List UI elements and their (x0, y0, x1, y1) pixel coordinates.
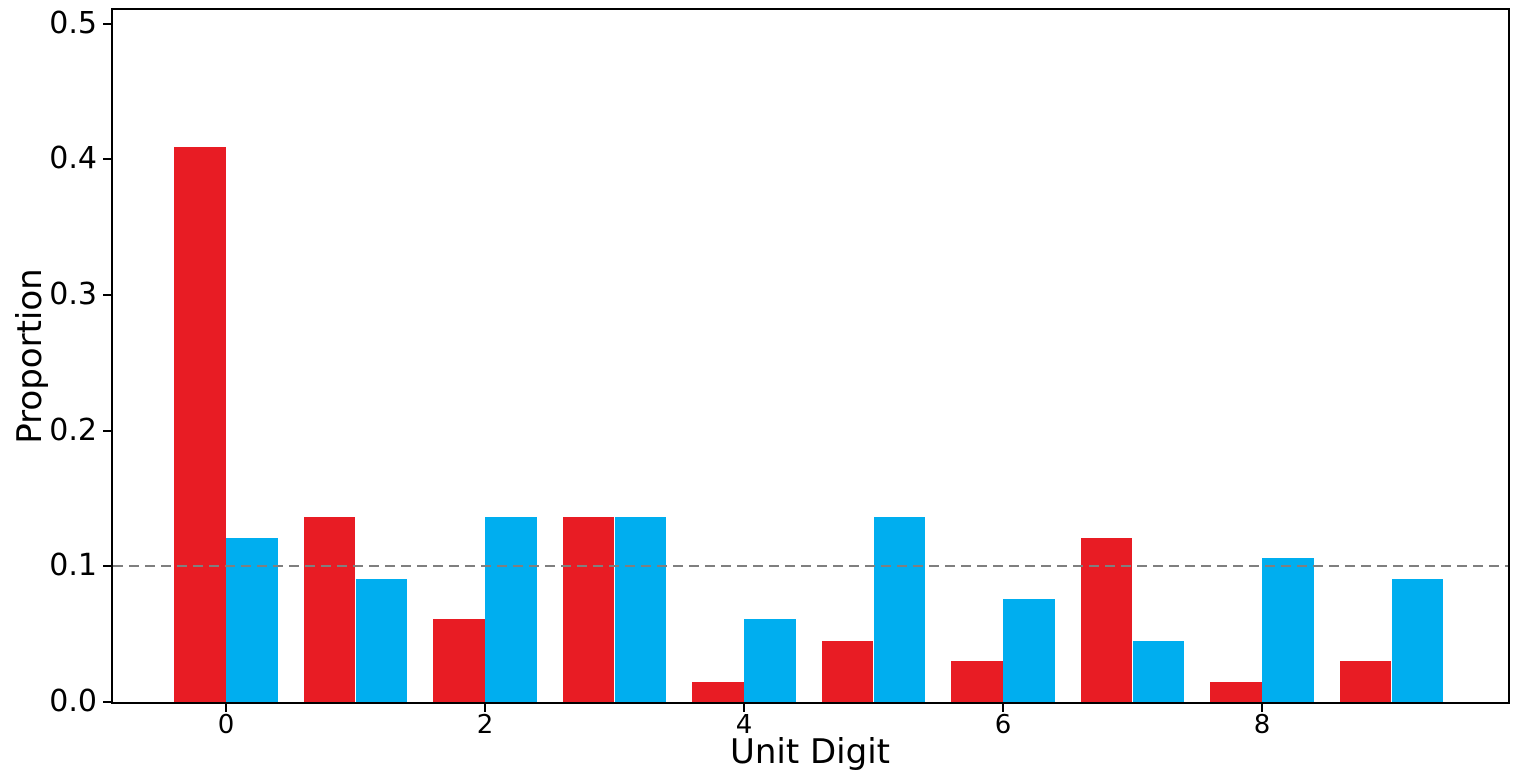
y-tick-mark-0.2 (103, 429, 111, 432)
bar-blue-digit-5 (873, 517, 926, 702)
reference-line (113, 565, 1508, 568)
bar-blue-digit-6 (1003, 598, 1055, 702)
bar-red-digit-3 (562, 517, 615, 702)
bar-red-digit-8 (1210, 681, 1262, 702)
bar-blue-digit-8 (1262, 558, 1314, 702)
x-tick-mark-0 (225, 704, 227, 712)
y-tick-mark-0.5 (103, 22, 111, 25)
bar-red-digit-1 (303, 517, 356, 702)
bar-blue-digit-4 (744, 619, 796, 702)
x-tick-label-6: 6 (994, 710, 1012, 740)
x-tick-label-0: 0 (217, 710, 235, 740)
bar-blue-digit-9 (1391, 578, 1444, 702)
x-tick-label-2: 2 (476, 710, 494, 740)
bar-red-digit-9 (1339, 661, 1392, 702)
bar-blue-digit-2 (485, 517, 537, 702)
bar-red-digit-4 (692, 681, 744, 702)
y-tick-mark-0.3 (103, 293, 111, 296)
x-tick-mark-2 (484, 704, 486, 712)
y-tick-mark-0.0 (103, 701, 111, 703)
bar-red-digit-2 (433, 619, 485, 702)
x-tick-label-8: 8 (1253, 710, 1271, 740)
x-tick-mark-6 (1002, 704, 1004, 712)
bar-red-digit-6 (951, 661, 1003, 702)
y-axis-label: Proportion (10, 268, 50, 444)
x-axis-label: Unit Digit (729, 732, 890, 772)
plot-area (111, 8, 1510, 704)
bar-red-digit-5 (821, 640, 874, 702)
y-tick-label-0.3: 0.3 (49, 276, 97, 312)
bar-blue-digit-0 (226, 537, 278, 702)
y-tick-label-0.0: 0.0 (49, 684, 97, 719)
bar-red-digit-7 (1080, 537, 1133, 702)
bar-blue-digit-7 (1132, 640, 1185, 702)
y-tick-mark-0.4 (103, 158, 111, 161)
y-tick-label-0.4: 0.4 (49, 141, 97, 177)
x-tick-mark-4 (743, 704, 745, 712)
bar-red-digit-0 (174, 147, 226, 702)
bar-blue-digit-3 (614, 517, 667, 702)
y-tick-label-0.1: 0.1 (49, 548, 97, 584)
bar-blue-digit-1 (355, 578, 408, 702)
y-tick-label-0.5: 0.5 (49, 5, 97, 41)
x-tick-label-4: 4 (735, 710, 753, 740)
y-tick-mark-0.1 (103, 565, 111, 568)
x-tick-mark-8 (1261, 704, 1263, 712)
y-tick-label-0.2: 0.2 (49, 412, 97, 448)
